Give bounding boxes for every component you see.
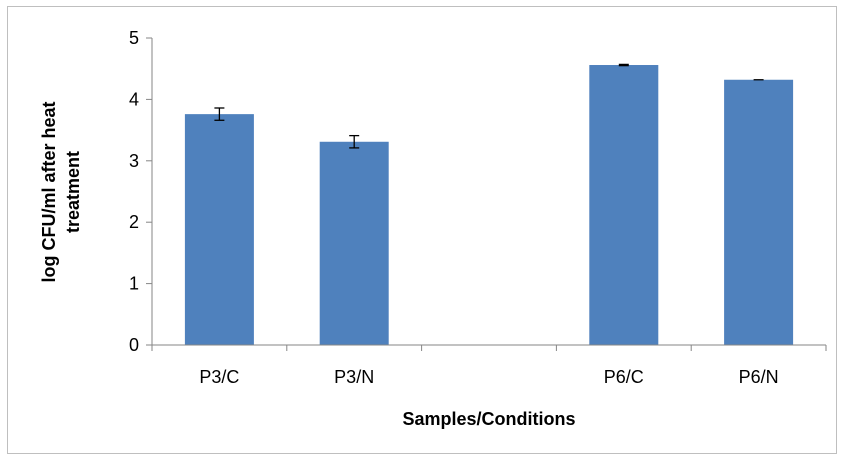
bar: [724, 79, 794, 345]
y-tick-label: 1: [129, 274, 139, 294]
y-tick-label: 0: [129, 335, 139, 355]
x-tick-label: P3/C: [199, 367, 239, 387]
x-tick-label: P6/N: [739, 367, 779, 387]
bar: [319, 141, 389, 345]
error-bars: [214, 63, 764, 149]
x-axis-title: Samples/Conditions: [402, 409, 575, 429]
bar: [184, 114, 254, 345]
error-bar: [349, 134, 360, 149]
bar: [589, 65, 659, 346]
x-tick-label: P3/N: [334, 367, 374, 387]
y-axis-title: log CFU/ml after heat treatment: [39, 101, 83, 282]
y-axis-ticks: 0 1 2 3 4 5: [129, 28, 827, 355]
error-bar: [214, 107, 225, 121]
error-bar: [618, 63, 629, 67]
y-tick-label: 2: [129, 212, 139, 232]
y-tick-label: 5: [129, 28, 139, 48]
y-axis-title-line: treatment: [63, 151, 83, 233]
y-tick-label: 4: [129, 89, 139, 109]
bars: [184, 65, 794, 346]
y-tick-label: 3: [129, 151, 139, 171]
x-tick-label: P6/C: [604, 367, 644, 387]
x-axis-tick-labels: P3/C P3/N P6/C P6/N: [199, 367, 778, 387]
y-axis-title-line: log CFU/ml after heat: [39, 101, 59, 282]
chart-frame: [7, 6, 837, 454]
